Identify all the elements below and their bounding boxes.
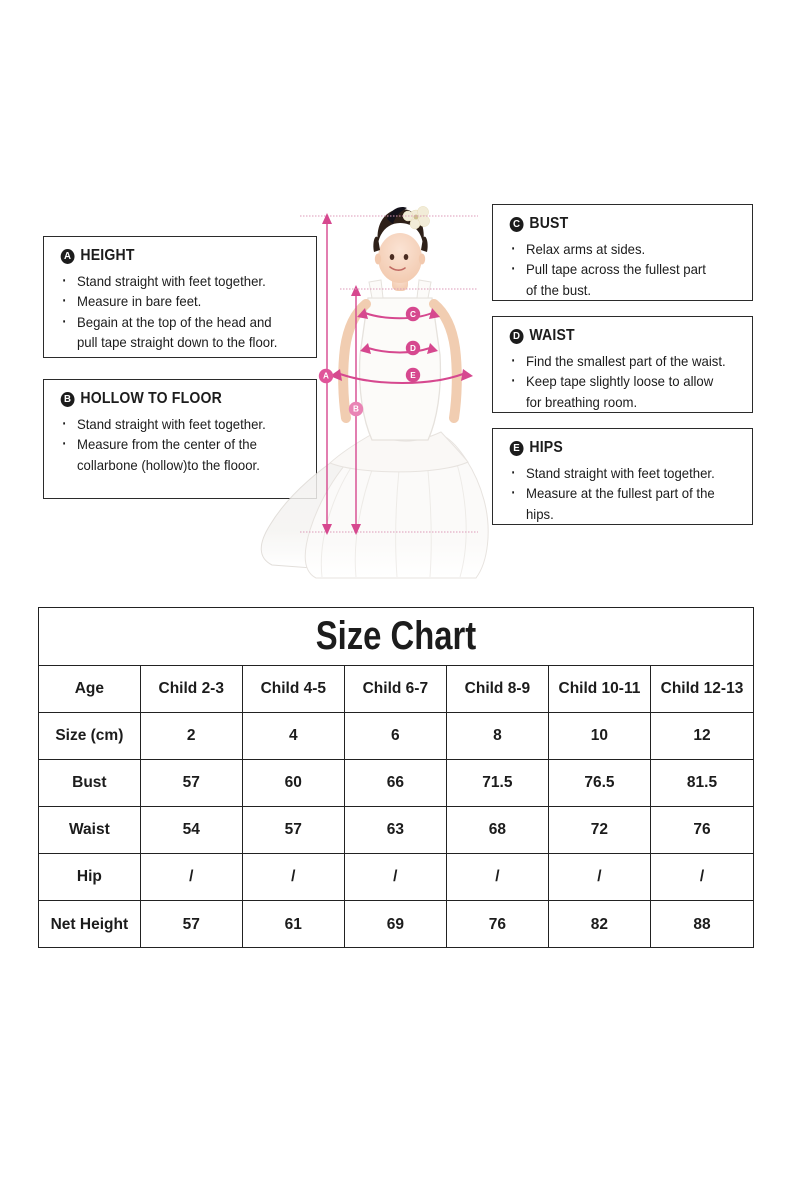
svg-text:D: D — [410, 344, 416, 353]
svg-text:E: E — [410, 371, 416, 380]
svg-text:A: A — [323, 372, 329, 381]
svg-text:C: C — [410, 310, 416, 319]
svg-text:B: B — [353, 405, 359, 414]
